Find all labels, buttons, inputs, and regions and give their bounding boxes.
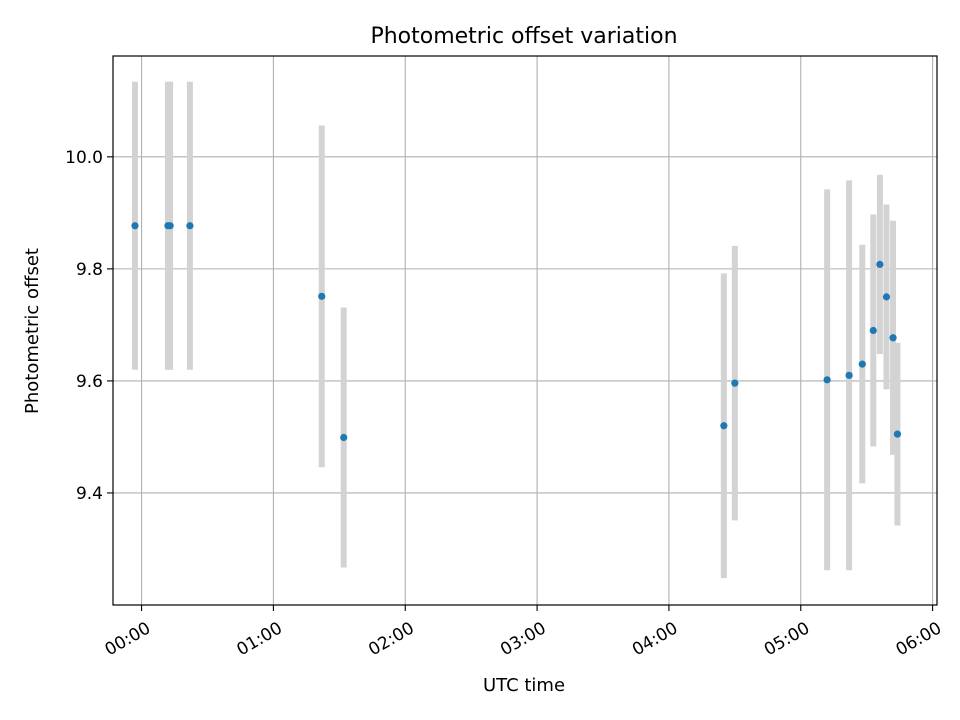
x-tick-label: 04:00 — [629, 618, 681, 660]
data-point — [889, 334, 897, 342]
error-bars — [131, 81, 901, 579]
x-tick-label: 01:00 — [233, 618, 285, 660]
grid-lines — [113, 56, 937, 605]
y-axis-label: Photometric offset — [22, 248, 43, 414]
data-point — [876, 260, 884, 268]
data-point — [893, 430, 902, 438]
x-tick-label: 02:00 — [365, 618, 417, 660]
y-tick-label: 9.8 — [76, 260, 103, 280]
data-point — [858, 360, 866, 368]
x-axis-label: UTC time — [483, 675, 565, 696]
data-point — [720, 422, 728, 430]
axis-ticks: 00:00 01:00 02:00 03:00 04:00 05:00 06:00 9.4 9.… — [65, 148, 945, 660]
plot-frame — [112, 55, 938, 606]
x-tick-label: 03:00 — [497, 618, 549, 660]
y-tick-label: 9.6 — [76, 372, 103, 392]
data-point — [131, 222, 139, 230]
data-point — [340, 433, 348, 442]
data-point — [731, 379, 739, 387]
y-tick-label: 9.4 — [76, 484, 103, 504]
data-point — [845, 371, 853, 379]
data-point — [166, 222, 174, 230]
x-tick-label: 05:00 — [761, 618, 813, 660]
x-tick-label: 06:00 — [893, 618, 945, 660]
data-points — [131, 222, 902, 442]
chart-title: Photometric offset variation — [370, 24, 677, 49]
x-tick-label: 00:00 — [102, 618, 154, 660]
data-point — [318, 292, 326, 300]
y-tick-label: 10.0 — [65, 148, 103, 168]
data-point — [882, 293, 891, 301]
data-point — [186, 222, 194, 230]
data-point — [869, 326, 877, 335]
data-point — [823, 376, 831, 384]
